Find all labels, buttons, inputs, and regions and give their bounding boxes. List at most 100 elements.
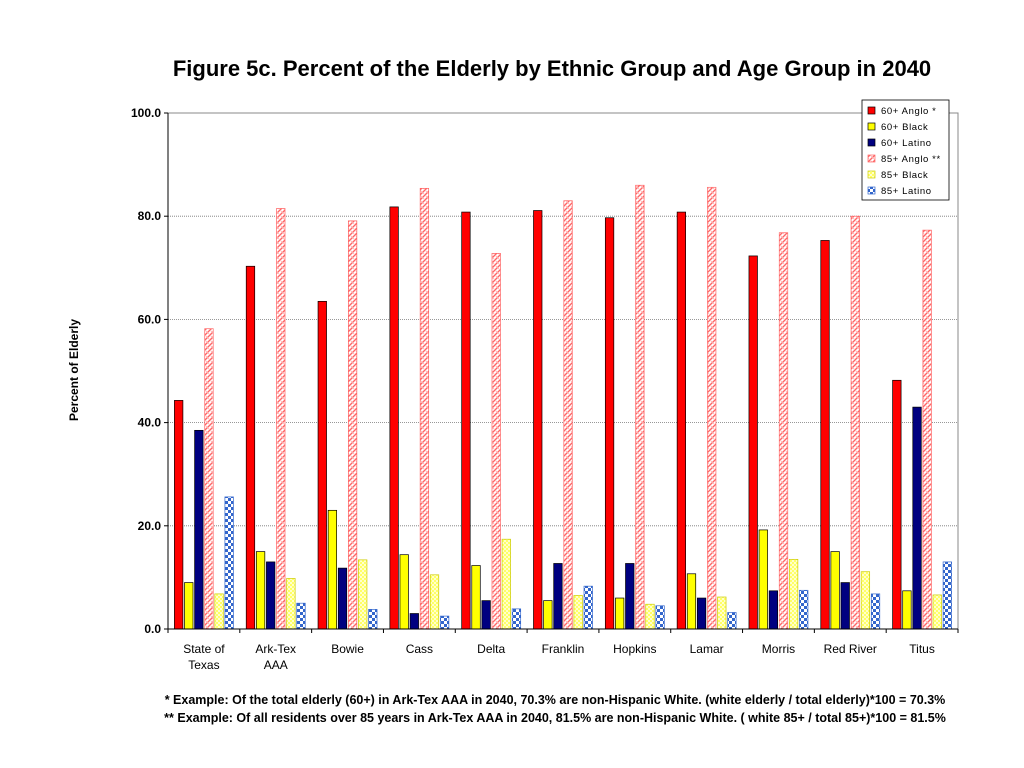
bar	[850, 215, 860, 630]
bar	[870, 593, 881, 630]
legend-swatch	[867, 122, 876, 131]
bar	[553, 563, 563, 630]
bar	[214, 593, 224, 630]
bar	[840, 582, 850, 630]
x-tick-label: Morris	[762, 642, 795, 656]
bar	[686, 573, 697, 630]
bar	[748, 255, 758, 630]
bar	[491, 253, 501, 630]
bar	[820, 240, 830, 630]
bar	[286, 578, 296, 630]
bar	[399, 554, 409, 630]
bar	[389, 206, 399, 630]
bar	[789, 558, 799, 630]
bar	[194, 429, 204, 630]
bar	[184, 582, 194, 630]
y-tick-label: 0.0	[144, 622, 161, 636]
axes-group: 0.0 20.0 40.0 60.0 80.0 100.0 State of Texas Ark…	[131, 106, 959, 672]
x-tick-label: Cass	[406, 642, 433, 656]
y-tick-label: 80.0	[138, 209, 162, 223]
bar	[768, 590, 779, 630]
bar	[327, 509, 337, 630]
legend-swatch	[867, 106, 876, 115]
y-tick-label: 40.0	[138, 416, 162, 430]
bar	[942, 561, 952, 630]
legend-swatch	[867, 186, 876, 195]
legend-label: 85+ Anglo **	[881, 154, 941, 165]
bars-group	[174, 184, 952, 630]
legend-label: 60+ Anglo *	[881, 106, 936, 117]
bar	[902, 590, 912, 630]
bar	[583, 585, 593, 630]
legend-box	[861, 99, 950, 201]
bar	[461, 211, 471, 630]
bar	[717, 596, 727, 630]
x-tick-label: Franklin	[542, 642, 585, 656]
legend-label: 85+ Latino	[881, 186, 932, 197]
bar	[347, 220, 358, 630]
bar	[830, 551, 840, 630]
bar	[573, 595, 583, 630]
bar	[245, 265, 256, 630]
bar	[501, 538, 511, 630]
bar	[543, 600, 553, 630]
bar	[615, 597, 625, 630]
bar	[368, 609, 378, 630]
y-tick-label: 100.0	[131, 106, 161, 120]
bar	[758, 529, 768, 630]
bar	[419, 187, 430, 630]
legend-swatch	[867, 170, 876, 179]
bar	[296, 602, 306, 630]
y-tick-label: 20.0	[138, 519, 162, 533]
bar	[204, 328, 214, 630]
legend-label: 85+ Black	[881, 170, 928, 181]
footnote-1: * Example: Of the total elderly (60+) in…	[164, 693, 946, 707]
legend-label: 60+ Black	[881, 122, 928, 133]
bar	[676, 211, 686, 630]
bar	[727, 612, 737, 630]
bar	[337, 567, 348, 630]
x-tick-label: Ark-Tex	[255, 642, 296, 656]
legend-swatch	[867, 154, 876, 163]
bar	[912, 406, 922, 630]
legend-label: 60+ Latino	[881, 138, 932, 149]
x-tick-label: Lamar	[690, 642, 724, 656]
bar	[174, 400, 184, 630]
bar	[317, 300, 327, 630]
bar	[358, 559, 368, 630]
bar	[224, 496, 234, 630]
x-tick-label: Bowie	[331, 642, 364, 656]
bar	[932, 594, 942, 630]
bar	[707, 186, 717, 630]
y-axis-label: Percent of Elderly	[67, 319, 81, 421]
bar	[645, 603, 655, 630]
bar	[778, 232, 789, 630]
bar	[409, 613, 419, 630]
bar	[511, 608, 522, 630]
bar	[799, 589, 809, 630]
bar	[635, 184, 645, 630]
x-tick-label: Texas	[188, 658, 219, 672]
bar	[625, 563, 635, 630]
legend: 60+ Anglo * 60+ Black 60+ Latino 85+ Anglo …	[861, 99, 950, 201]
y-tick-label: 60.0	[138, 312, 162, 326]
footnote-2: ** Example: Of all residents over 85 yea…	[164, 711, 946, 725]
bar	[533, 210, 543, 630]
bar	[563, 200, 573, 630]
bar	[440, 615, 450, 630]
x-tick-label: Hopkins	[613, 642, 656, 656]
x-tick-label: AAA	[264, 658, 288, 672]
chart-title: Figure 5c. Percent of the Elderly by Eth…	[172, 56, 932, 81]
bar	[696, 597, 707, 630]
bar	[471, 565, 481, 630]
bar	[255, 551, 266, 630]
bar	[892, 379, 902, 630]
bar	[481, 600, 491, 630]
bar	[266, 561, 276, 630]
bar	[429, 574, 440, 630]
x-tick-label: Titus	[909, 642, 935, 656]
bar	[655, 605, 665, 630]
bar	[922, 229, 932, 630]
legend-swatch	[867, 138, 876, 147]
